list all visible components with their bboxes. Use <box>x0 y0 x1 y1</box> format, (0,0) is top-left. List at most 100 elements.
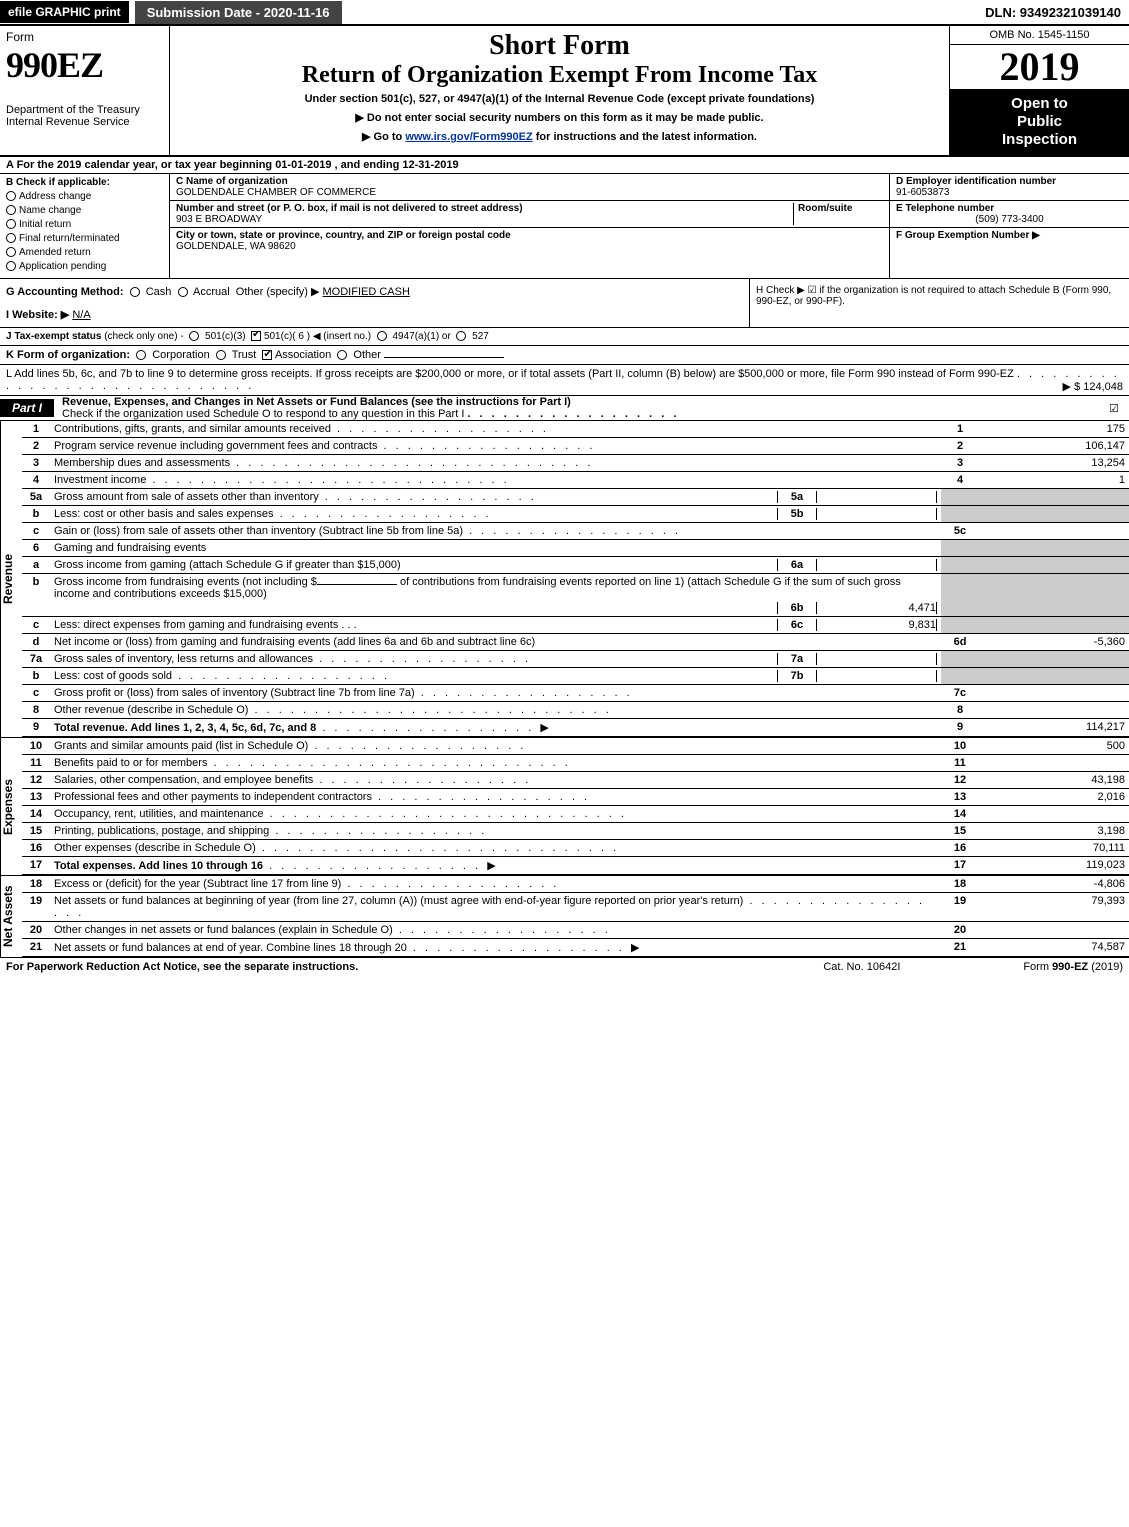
l-amount: ▶ $ 124,048 <box>1063 380 1123 393</box>
chk-initial-return[interactable]: Initial return <box>6 219 163 230</box>
line-11-rnum: 11 <box>941 755 979 772</box>
line-18-value: -4,806 <box>979 876 1129 893</box>
line-6b: b Gross income from fundraising events (n… <box>22 574 1129 617</box>
line-21-arrow-icon: ▶ <box>631 942 639 954</box>
j-4947-label: 4947(a)(1) or <box>392 331 450 342</box>
org-name-cell: C Name of organization GOLDENDALE CHAMBE… <box>170 174 889 201</box>
expenses-section: Expenses 10Grants and similar amounts pa… <box>0 738 1129 876</box>
line-10-rnum: 10 <box>941 738 979 755</box>
line-6b-desc1: Gross income from fundraising events (no… <box>54 576 317 588</box>
row-g-h: G Accounting Method: Cash Accrual Other … <box>0 279 1129 328</box>
chk-name-change[interactable]: Name change <box>6 205 163 216</box>
irs-form-link[interactable]: www.irs.gov/Form990EZ <box>405 131 532 143</box>
submission-date-button[interactable]: Submission Date - 2020-11-16 <box>135 1 342 24</box>
ein-cell: D Employer identification number 91-6053… <box>890 174 1129 201</box>
line-11-value <box>979 755 1129 772</box>
chk-address-change-label: Address change <box>19 191 91 202</box>
g-label: G Accounting Method: <box>6 286 124 298</box>
line-7b-shaded-val <box>979 668 1129 685</box>
line-10-num: 10 <box>22 738 50 755</box>
form-header: Form 990EZ Department of the Treasury In… <box>0 26 1129 157</box>
l-text: L Add lines 5b, 6c, and 7b to line 9 to … <box>6 368 1014 380</box>
revenue-section: Revenue 1Contributions, gifts, grants, a… <box>0 421 1129 738</box>
line-7c: c Gross profit or (loss) from sales of in… <box>22 685 1129 702</box>
line-17-num: 17 <box>22 857 50 875</box>
line-4: 4Investment income41 <box>22 472 1129 489</box>
chk-cash[interactable] <box>130 287 140 297</box>
row-k-form-org: K Form of organization: Corporation Trus… <box>0 346 1129 365</box>
accrual-label: Accrual <box>193 286 230 298</box>
chk-final-return[interactable]: Final return/terminated <box>6 233 163 244</box>
page-footer: For Paperwork Reduction Act Notice, see … <box>0 958 1129 976</box>
goto-suffix: for instructions and the latest informat… <box>536 131 757 143</box>
k-label: K Form of organization: <box>6 349 130 361</box>
row-l-gross-receipts: L Add lines 5b, 6c, and 7b to line 9 to … <box>0 365 1129 396</box>
line-1: 1Contributions, gifts, grants, and simil… <box>22 421 1129 438</box>
line-2-num: 2 <box>22 438 50 455</box>
line-7a-subnum: 7a <box>777 653 817 665</box>
line-20-desc: Other changes in net assets or fund bala… <box>54 924 393 936</box>
k-corp-label: Corporation <box>152 349 209 361</box>
line-11-num: 11 <box>22 755 50 772</box>
line-21-desc: Net assets or fund balances at end of ye… <box>54 942 407 954</box>
chk-application-pending[interactable]: Application pending <box>6 261 163 272</box>
line-13: 13Professional fees and other payments t… <box>22 789 1129 806</box>
line-13-rnum: 13 <box>941 789 979 806</box>
line-15: 15 Printing, publications, postage, and s… <box>22 823 1129 840</box>
no-ssn-note: ▶ Do not enter social security numbers o… <box>178 111 941 124</box>
line-19-value: 79,393 <box>979 893 1129 922</box>
footer-pra-notice: For Paperwork Reduction Act Notice, see … <box>6 961 823 973</box>
line-6d: dNet income or (loss) from gaming and fu… <box>22 634 1129 651</box>
line-7c-desc: Gross profit or (loss) from sales of inv… <box>54 687 415 699</box>
return-title: Return of Organization Exempt From Incom… <box>178 62 941 89</box>
chk-501c3[interactable] <box>189 331 199 341</box>
part-1-checkbox[interactable]: ☑ <box>1099 402 1129 415</box>
line-15-rnum: 15 <box>941 823 979 840</box>
revenue-vertical-label: Revenue <box>0 421 22 737</box>
org-name-value: GOLDENDALE CHAMBER OF COMMERCE <box>176 187 883 198</box>
irs-label: Internal Revenue Service <box>6 116 163 128</box>
line-15-num: 15 <box>22 823 50 840</box>
line-6b-num: b <box>22 574 50 617</box>
accounting-other-value: MODIFIED CASH <box>323 286 410 298</box>
row-a-tax-year: A For the 2019 calendar year, or tax yea… <box>0 157 1129 174</box>
line-7c-num: c <box>22 685 50 702</box>
chk-address-change[interactable]: Address change <box>6 191 163 202</box>
chk-other-org[interactable] <box>337 350 347 360</box>
room-suite-label: Room/suite <box>798 203 852 214</box>
city-value: GOLDENDALE, WA 98620 <box>176 241 883 252</box>
line-20-rnum: 20 <box>941 922 979 939</box>
line-6b-shaded-val <box>979 574 1129 617</box>
line-6a-shaded-val <box>979 557 1129 574</box>
chk-527[interactable] <box>456 331 466 341</box>
chk-corporation[interactable] <box>136 350 146 360</box>
chk-501c-other[interactable] <box>251 331 261 341</box>
line-15-desc: Printing, publications, postage, and shi… <box>54 825 269 837</box>
j-sub: (check only one) - <box>104 331 183 342</box>
line-7c-value <box>979 685 1129 702</box>
chk-association[interactable] <box>262 350 272 360</box>
line-7a-desc: Gross sales of inventory, less returns a… <box>54 653 313 665</box>
chk-accrual[interactable] <box>178 287 188 297</box>
efile-print-button[interactable]: efile GRAPHIC print <box>0 1 129 23</box>
line-5a: 5aGross amount from sale of assets other… <box>22 489 1129 506</box>
line-13-value: 2,016 <box>979 789 1129 806</box>
line-14-rnum: 14 <box>941 806 979 823</box>
website-value: N/A <box>72 309 90 321</box>
chk-amended-return[interactable]: Amended return <box>6 247 163 258</box>
line-6d-num: d <box>22 634 50 651</box>
line-5b-num: b <box>22 506 50 523</box>
col-c-org-details: C Name of organization GOLDENDALE CHAMBE… <box>170 174 889 278</box>
header-left: Form 990EZ Department of the Treasury In… <box>0 26 170 155</box>
part-1-tab: Part I <box>0 399 54 417</box>
j-501c-other-label: 501(c)( 6 ) ◀ (insert no.) <box>264 331 371 342</box>
line-20-value <box>979 922 1129 939</box>
chk-4947[interactable] <box>377 331 387 341</box>
col-b-checkboxes: B Check if applicable: Address change Na… <box>0 174 170 278</box>
line-5c: cGain or (loss) from sale of assets othe… <box>22 523 1129 540</box>
i-label: I Website: ▶ <box>6 309 69 321</box>
footer-form-ref: Form 990-EZ (2019) <box>1023 961 1123 973</box>
line-15-value: 3,198 <box>979 823 1129 840</box>
line-20-num: 20 <box>22 922 50 939</box>
chk-trust[interactable] <box>216 350 226 360</box>
